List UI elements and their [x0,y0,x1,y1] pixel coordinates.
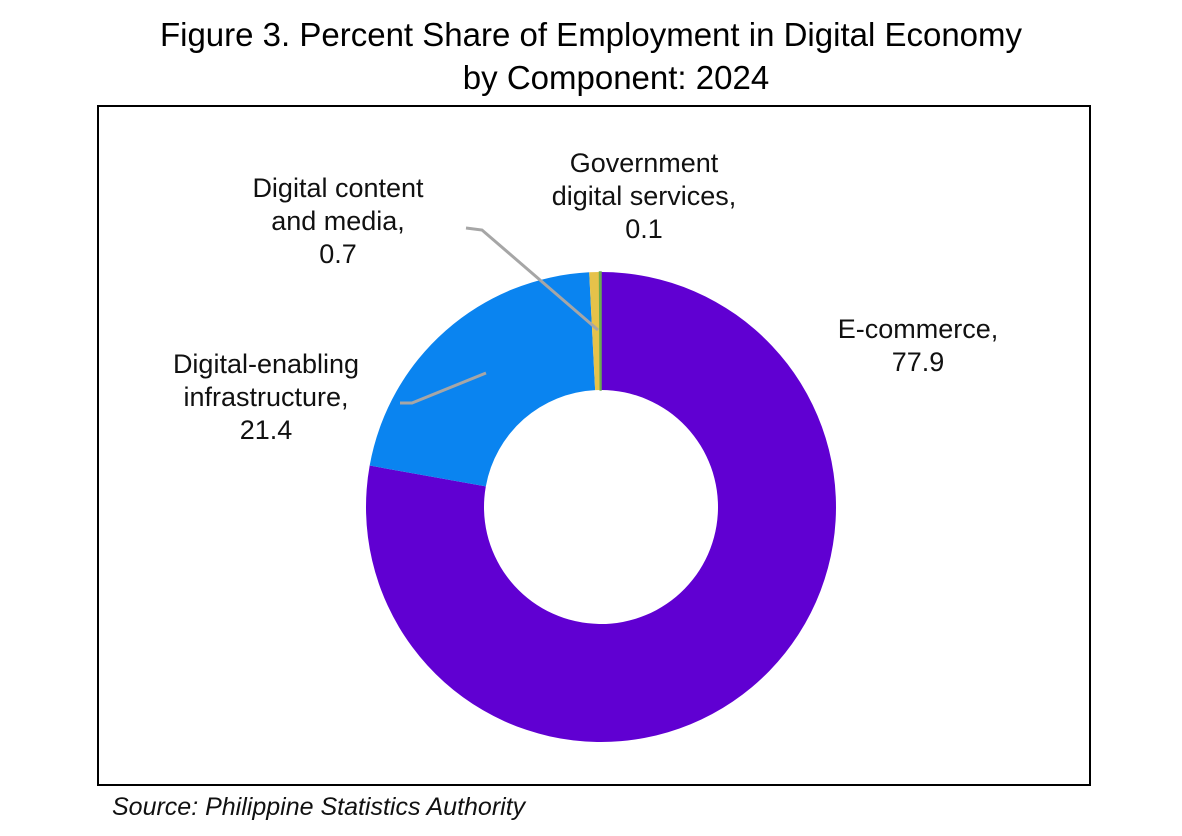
data-label-3: Government [570,148,719,178]
data-label-0: E-commerce, [838,314,999,344]
source-note: Source: Philippine Statistics Authority [112,793,526,821]
data-label-3: 0.1 [625,214,663,244]
data-label-2: Digital content [252,173,424,203]
data-label-1: Digital-enabling [173,349,359,379]
leader-line-0 [465,226,599,332]
chart-title-line1: Figure 3. Percent Share of Employment in… [159,16,1023,53]
slice-1 [369,272,596,487]
data-label-0: 77.9 [892,347,945,377]
slice-0 [365,272,836,743]
data-label-1: infrastructure, [183,382,348,412]
data-label-2: and media, [271,206,405,236]
leader-line-1 [400,371,487,405]
chart-frame [97,105,1091,786]
data-label-1: 21.4 [240,415,293,445]
slice-2 [589,272,601,391]
chart-title-line2: by Component: 2024 [462,59,770,96]
data-label-2: 0.7 [319,239,357,269]
data-label-3: digital services, [552,181,737,211]
slice-3 [598,271,602,391]
